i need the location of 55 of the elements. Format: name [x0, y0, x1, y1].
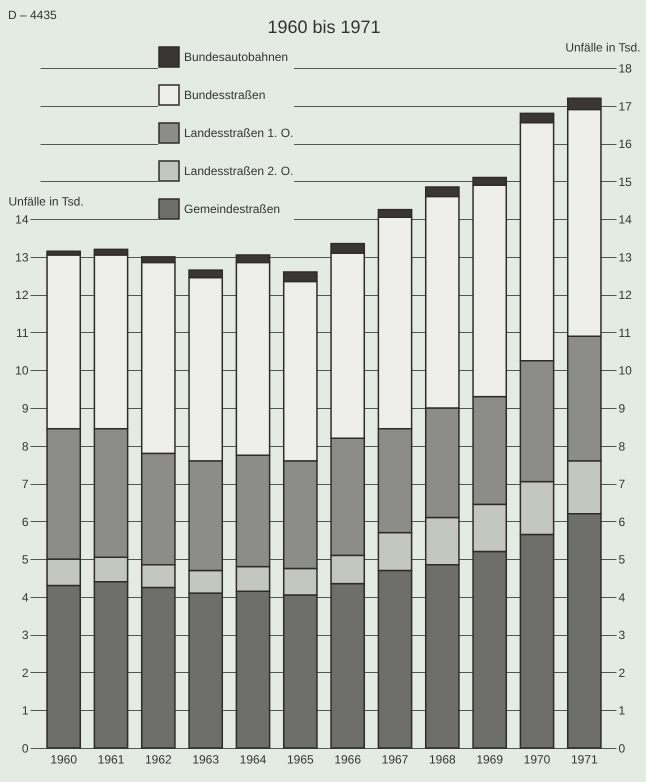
x-tick-label: 1971	[570, 752, 598, 766]
y2-tick-label: 17	[618, 99, 632, 114]
text: D – 4435	[8, 8, 57, 22]
y2-tick-label: 9	[618, 402, 626, 416]
y-tick-label: 1	[22, 704, 29, 718]
x-tick-label: 1964	[240, 752, 267, 766]
y-tick-label: 0	[22, 742, 29, 756]
y-tick-label: 4	[22, 590, 29, 604]
legend-label: Landesstraßen 1. O.	[184, 126, 294, 140]
x-tick-label: 1970	[524, 752, 551, 766]
y-tick-label: 3	[22, 628, 29, 642]
y2-axis-title: Unfälle in Tsd.	[565, 40, 640, 54]
y2-tick-label: 5	[618, 552, 626, 567]
x-tick-label: 1960	[50, 752, 78, 766]
y2-tick-label: 6	[618, 514, 626, 529]
y2-tick-label: 18	[618, 62, 632, 76]
y2-tick-label: 7	[618, 477, 626, 492]
y2-tick-label: 12	[618, 288, 632, 302]
y-tick-label: 2	[22, 666, 29, 680]
y2-tick-label: 13	[618, 250, 632, 264]
y2-tick-label: 3	[618, 628, 626, 642]
x-tick-label: 1969	[476, 752, 504, 766]
y-tick-label: 5	[22, 552, 29, 567]
x-tick-label: 1962	[144, 752, 172, 766]
y-tick-label: 10	[15, 364, 29, 378]
x-tick-label: 1963	[192, 752, 220, 766]
y2-tick-label: 0	[618, 742, 626, 756]
chart-title: 1960 bis 1971	[267, 17, 381, 37]
x-tick-label: 1968	[428, 752, 456, 766]
y-tick-label: 12	[15, 288, 29, 302]
y2-tick-label: 2	[618, 666, 626, 680]
y-tick-label: 11	[16, 326, 29, 340]
y2-tick-label: 8	[618, 439, 626, 454]
y-tick-label: 8	[22, 439, 29, 454]
y-axis-title: Unfälle in Tsd.	[8, 194, 84, 208]
legend-label: Bundesstraßen	[184, 88, 266, 102]
y2-tick-label: 15	[618, 174, 632, 189]
x-tick-label: 1961	[98, 752, 125, 766]
y2-tick-label: 14	[618, 212, 632, 227]
y2-tick-label: 10	[618, 364, 632, 378]
y-tick-label: 6	[22, 514, 29, 529]
y2-tick-label: 16	[618, 137, 632, 152]
x-tick-label: 1965	[286, 752, 314, 766]
y-tick-label: 7	[22, 477, 29, 492]
y-tick-label: 13	[15, 250, 29, 264]
x-tick-label: 1967	[382, 752, 409, 766]
legend-label: Bundesautobahnen	[184, 50, 288, 64]
y-tick-label: 9	[22, 402, 29, 416]
legend-label: Gemeindestraßen	[184, 202, 280, 216]
x-tick-label: 1966	[334, 752, 362, 766]
legend-label: Landesstraßen 2. O.	[184, 164, 294, 178]
y-tick-label: 14	[15, 212, 29, 227]
y2-tick-label: 1	[618, 704, 626, 718]
y2-tick-label: 11	[618, 326, 632, 340]
y2-tick-label: 4	[618, 590, 626, 604]
